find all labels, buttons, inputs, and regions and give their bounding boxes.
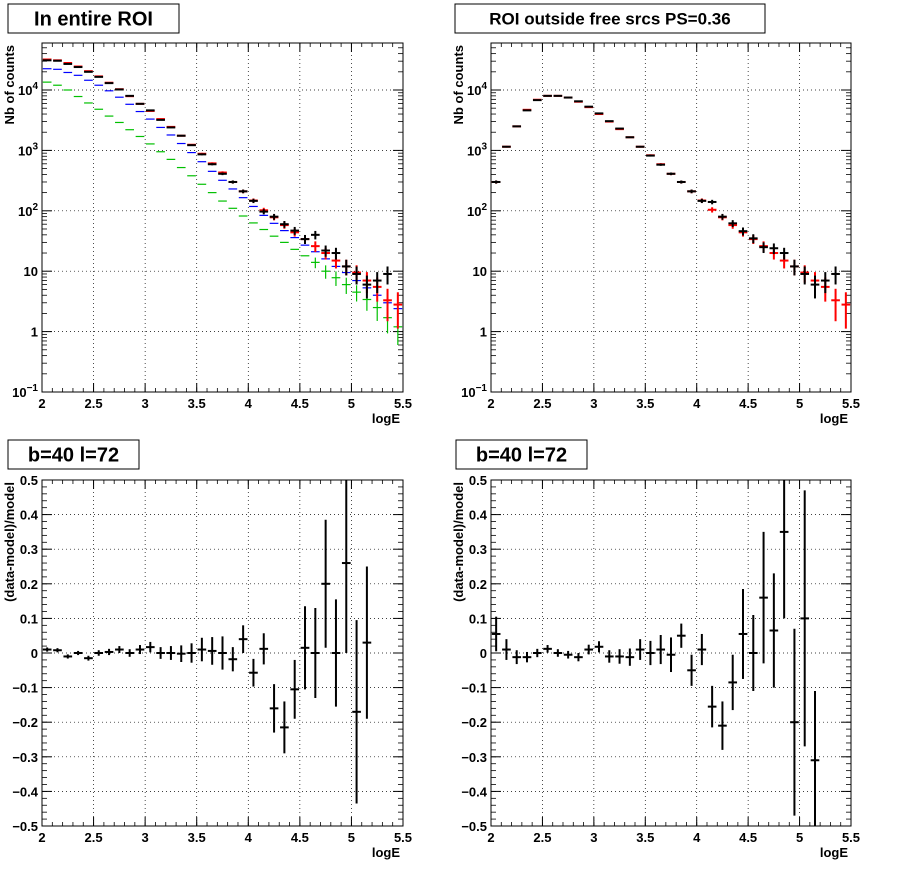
y-axis-label: (data-model)/model bbox=[451, 482, 466, 602]
x-tick-label: 5.5 bbox=[842, 830, 860, 845]
y-tick-label: −0.4 bbox=[12, 784, 38, 799]
x-tick-label: 3.5 bbox=[188, 830, 206, 845]
y-tick-label: 103 bbox=[467, 141, 487, 158]
y-tick-label: −0.4 bbox=[461, 784, 487, 799]
x-tick-label: 4.5 bbox=[739, 830, 757, 845]
y-tick-label: 0.2 bbox=[469, 577, 487, 592]
x-tick-label: 4 bbox=[693, 830, 701, 845]
x-tick-label: 5 bbox=[796, 830, 803, 845]
y-tick-label: −0.1 bbox=[12, 681, 38, 696]
data-layer bbox=[491, 480, 820, 826]
x-tick-label: 2 bbox=[38, 830, 45, 845]
y-tick-label: 0.3 bbox=[20, 542, 38, 557]
y-tick-label: −0.5 bbox=[461, 819, 487, 834]
chart-title: b=40 l=72 bbox=[28, 445, 119, 467]
x-tick-label: 4.5 bbox=[291, 396, 309, 411]
x-tick-label: 3 bbox=[590, 396, 597, 411]
x-tick-label: 4.5 bbox=[739, 396, 757, 411]
y-tick-label: 102 bbox=[18, 202, 38, 219]
chart-title-box bbox=[7, 439, 140, 470]
x-tick-label: 5 bbox=[348, 396, 355, 411]
chart-title: ROI outside free srcs PS=0.36 bbox=[489, 10, 730, 29]
x-tick-label: 5 bbox=[348, 830, 355, 845]
y-tick-label: 0.4 bbox=[469, 508, 488, 523]
x-tick-label: 4 bbox=[693, 396, 701, 411]
x-tick-label: 2.5 bbox=[533, 396, 551, 411]
y-tick-label: 10 bbox=[473, 264, 487, 279]
x-tick-label: 3.5 bbox=[636, 830, 654, 845]
x-tick-label: 3.5 bbox=[636, 396, 654, 411]
x-axis-label: logE bbox=[820, 411, 848, 426]
y-tick-label: 0.5 bbox=[469, 473, 487, 488]
y-tick-label: 0.2 bbox=[20, 577, 38, 592]
y-tick-label: 0.4 bbox=[20, 508, 39, 523]
x-tick-label: 4.5 bbox=[291, 830, 309, 845]
y-axis-label: Nb of counts bbox=[2, 45, 17, 124]
y-tick-label: 0.3 bbox=[469, 542, 487, 557]
y-tick-label: −0.1 bbox=[461, 681, 487, 696]
chart-title: In entire ROI bbox=[34, 9, 153, 31]
y-tick-label: −0.3 bbox=[461, 750, 487, 765]
x-tick-label: 5.5 bbox=[394, 396, 412, 411]
chart-panel-2: ROI outside free srcs PS=0.36 2 2.5 3 3.5 4 4.… bbox=[451, 3, 860, 426]
data-layer bbox=[42, 480, 372, 804]
x-tick-label: 3 bbox=[590, 830, 597, 845]
x-tick-label: 5.5 bbox=[394, 830, 412, 845]
y-tick-label: 1 bbox=[31, 325, 38, 340]
x-tick-label: 5 bbox=[796, 396, 803, 411]
y-tick-label: 0.5 bbox=[20, 473, 38, 488]
x-tick-label: 2.5 bbox=[85, 830, 103, 845]
chart-panel-4: b=40 l=72 2 2.5 3 3.5 4 4.5 5 5.5 −0.5 −0.4 −0.3 −0.… bbox=[451, 439, 860, 860]
plot-frame bbox=[490, 479, 852, 827]
plot-frame bbox=[490, 42, 852, 393]
x-tick-label: 2 bbox=[487, 396, 494, 411]
y-tick-label: 1 bbox=[480, 325, 487, 340]
y-axis-label: Nb of counts bbox=[451, 45, 466, 124]
x-tick-label: 4 bbox=[245, 396, 253, 411]
data-layer bbox=[491, 94, 851, 329]
y-tick-label: 103 bbox=[18, 141, 38, 158]
y-tick-label: 104 bbox=[18, 81, 38, 98]
chart-title-box bbox=[7, 3, 180, 34]
chart-title: b=40 l=72 bbox=[476, 445, 567, 467]
y-tick-label: −0.3 bbox=[12, 750, 38, 765]
y-tick-label: 104 bbox=[467, 81, 487, 98]
x-tick-label: 4 bbox=[245, 830, 253, 845]
y-tick-label: 0.1 bbox=[469, 611, 487, 626]
plot-frame bbox=[41, 479, 404, 827]
data-layer bbox=[42, 58, 403, 345]
y-tick-label: −0.2 bbox=[461, 715, 487, 730]
y-tick-label: −0.2 bbox=[12, 715, 38, 730]
x-tick-label: 5.5 bbox=[842, 396, 860, 411]
plot-frame bbox=[41, 42, 404, 393]
y-tick-label: 0.1 bbox=[20, 611, 38, 626]
x-tick-label: 3.5 bbox=[188, 396, 206, 411]
x-tick-label: 2 bbox=[38, 396, 45, 411]
chart-panel-1: In entire ROI 2 2.5 3 3.5 4 4.5 5 5.5 10−1 1 10 102 1… bbox=[2, 3, 412, 426]
x-axis-label: logE bbox=[372, 845, 400, 860]
x-tick-label: 2.5 bbox=[85, 396, 103, 411]
x-tick-label: 3 bbox=[142, 830, 149, 845]
y-tick-label: 10−1 bbox=[461, 383, 487, 400]
chart-panel-3: b=40 l=72 2 2.5 3 3.5 4 4.5 5 5.5 −0.5 −0.4 −0.3 −0.… bbox=[2, 439, 412, 860]
x-tick-label: 2.5 bbox=[533, 830, 551, 845]
x-tick-label: 3 bbox=[142, 396, 149, 411]
chart-title-box bbox=[454, 3, 766, 34]
x-tick-label: 2 bbox=[487, 830, 494, 845]
chart-title-box bbox=[455, 439, 588, 470]
y-tick-label: 10−1 bbox=[12, 383, 38, 400]
y-axis-label: (data-model)/model bbox=[2, 482, 17, 602]
y-tick-label: 0 bbox=[480, 646, 487, 661]
y-tick-label: −0.5 bbox=[12, 819, 38, 834]
y-tick-label: 0 bbox=[31, 646, 38, 661]
y-tick-label: 10 bbox=[24, 264, 38, 279]
y-tick-label: 102 bbox=[467, 202, 487, 219]
x-axis-label: logE bbox=[820, 845, 848, 860]
x-axis-label: logE bbox=[372, 411, 400, 426]
